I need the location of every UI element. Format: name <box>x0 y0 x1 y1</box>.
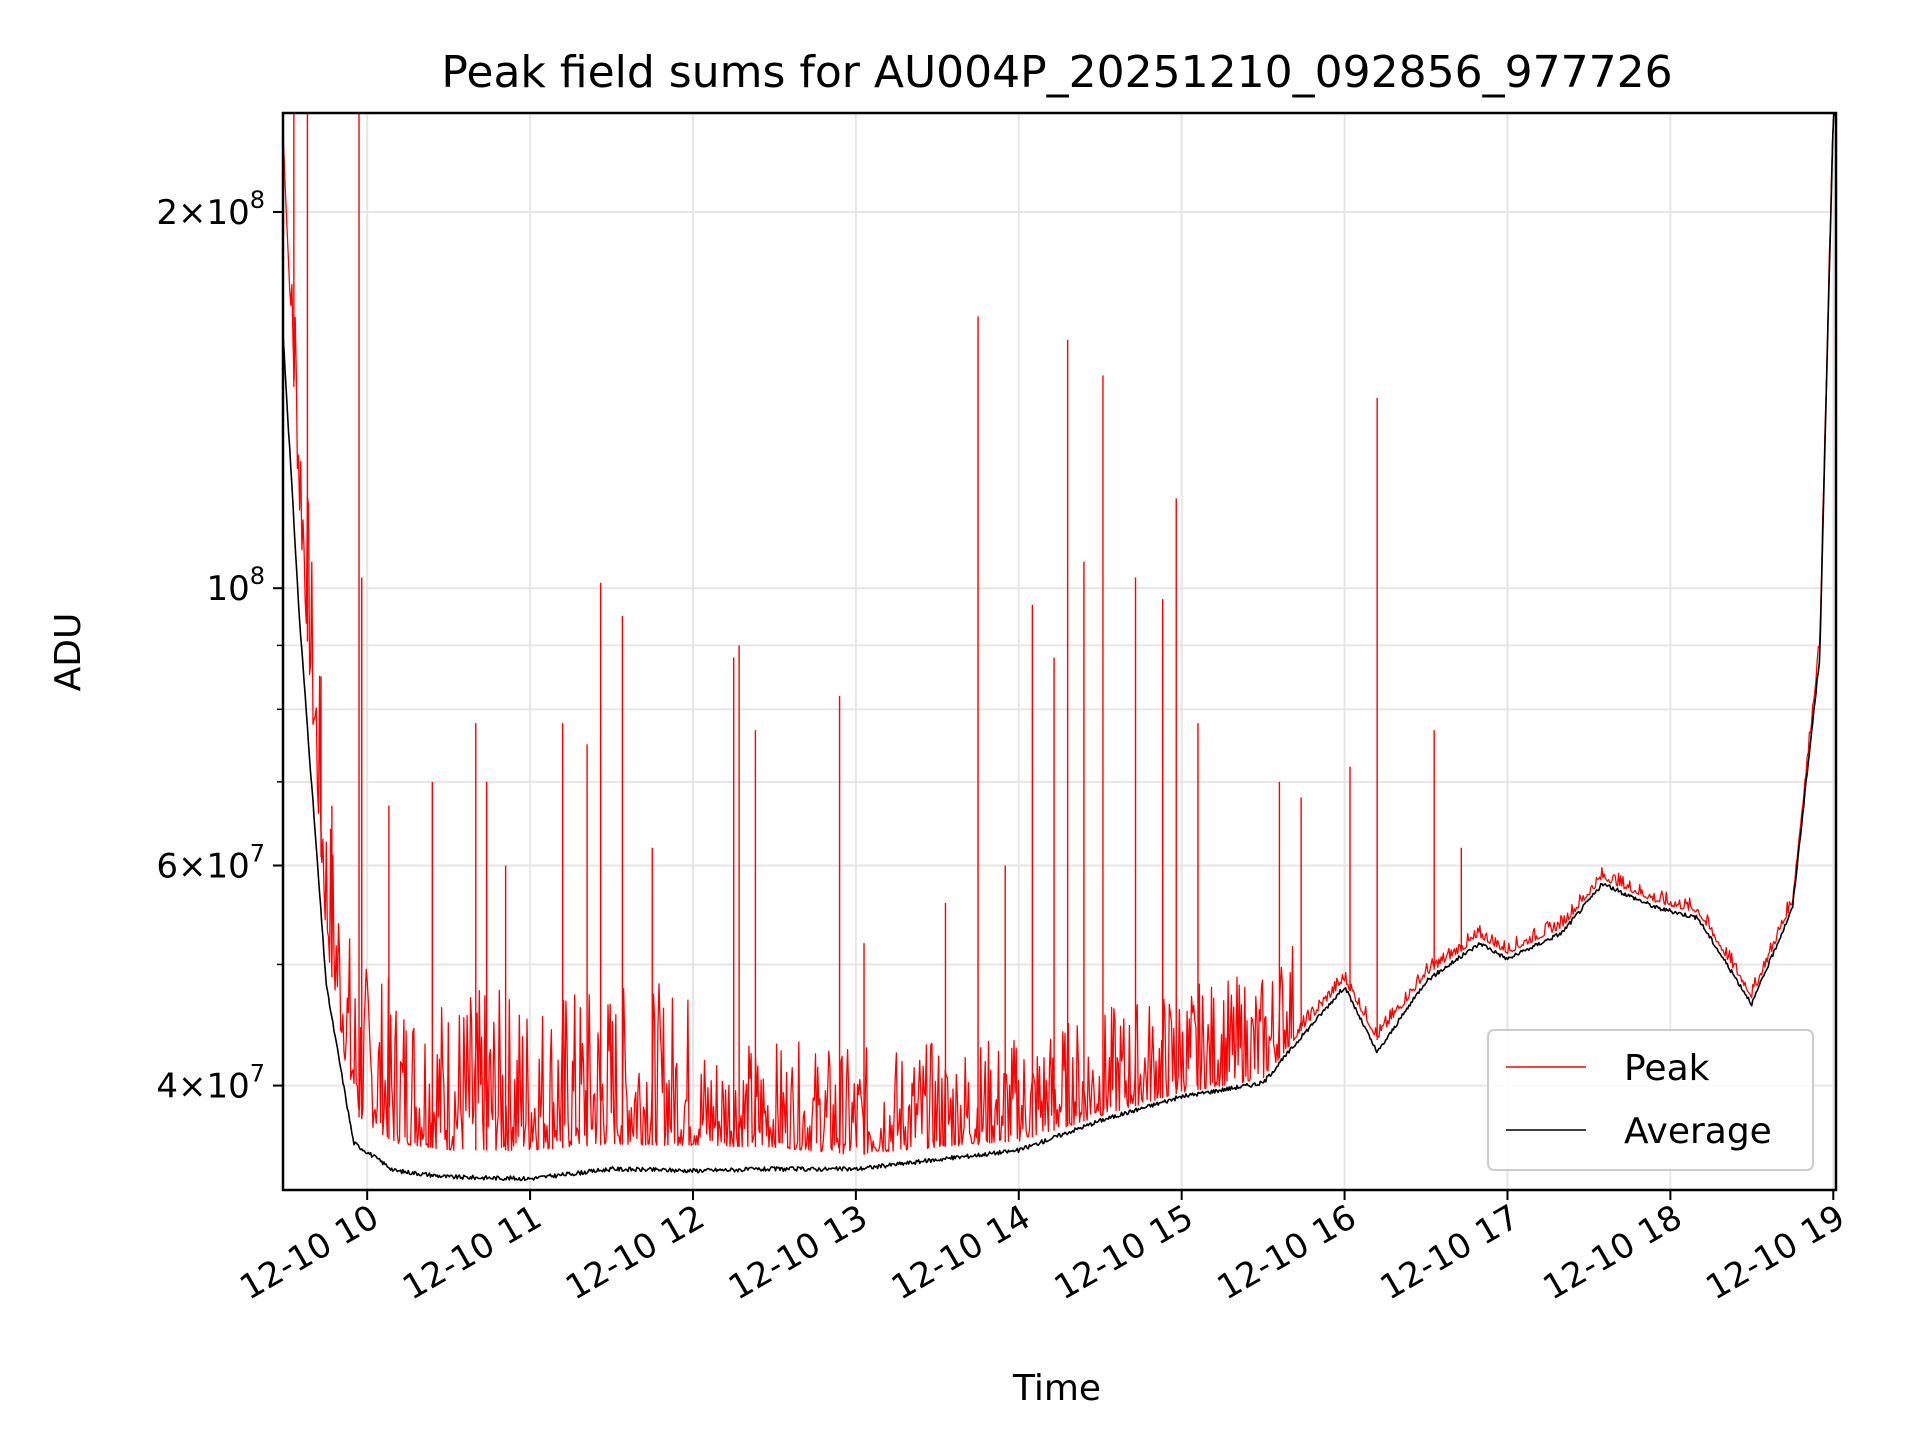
legend-box <box>1487 1029 1814 1171</box>
legend-label-peak: Peak <box>1624 1048 1710 1089</box>
average-line <box>282 112 1837 1182</box>
series-peak <box>282 112 1836 1155</box>
y-tick-label: 108 <box>206 562 265 609</box>
peak-line <box>282 112 1836 1155</box>
series-average <box>282 112 1837 1182</box>
plot-frame <box>281 111 1838 1192</box>
y-tick-label: 4×107 <box>156 1060 265 1107</box>
y-axis: 4×107 6×107 108 2×108 <box>156 186 283 1107</box>
legend-label-average: Average <box>1624 1111 1772 1152</box>
y-tick-label: 6×107 <box>156 839 265 886</box>
y-axis-label: ADU <box>48 613 89 692</box>
x-axis-label: Time <box>1012 1368 1101 1409</box>
y-tick-label: 2×108 <box>156 186 265 233</box>
chart-title: Peak field sums for AU004P_20251210_0928… <box>441 47 1672 98</box>
legend: Peak Average <box>1487 1029 1814 1171</box>
